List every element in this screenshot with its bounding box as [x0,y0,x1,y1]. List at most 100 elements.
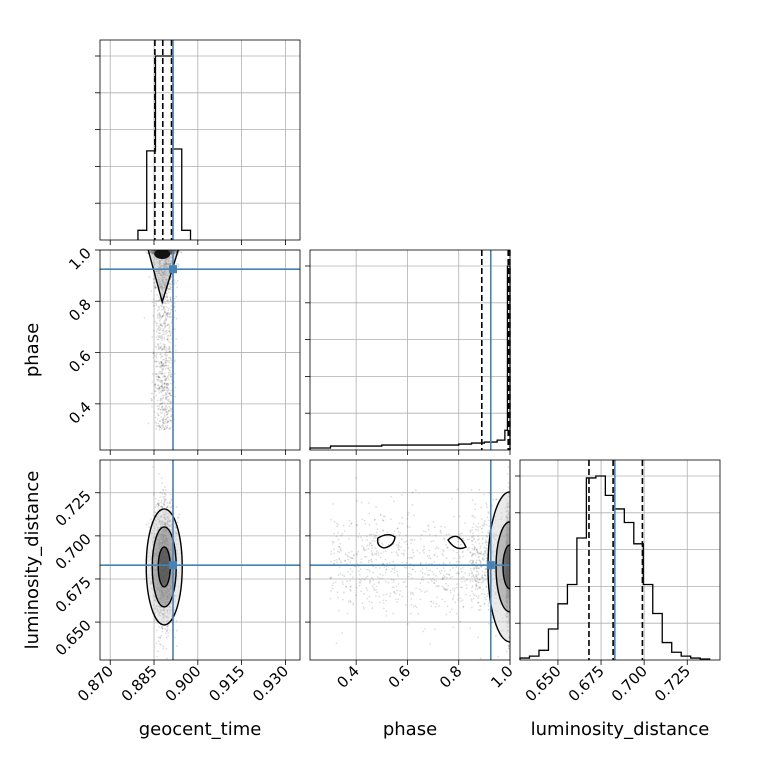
sample-point [158,329,161,332]
sample-point [170,308,172,311]
sample-point [160,505,163,508]
sample-point [159,636,161,639]
sample-point [174,372,176,375]
sample-point [168,346,171,349]
sample-point [162,387,165,390]
sample-point [169,502,172,505]
sample-point [162,343,165,346]
sample-point [160,379,162,382]
sample-point [166,501,169,504]
sample-point [166,420,169,423]
sample-point [166,420,169,423]
sample-point [175,295,178,298]
panel-background [100,40,300,240]
sample-point [162,314,165,317]
sample-point [158,299,161,302]
sample-point [169,382,172,385]
panel-background [100,250,300,450]
sample-point [167,389,170,392]
sample-point [155,324,158,327]
sample-point [175,317,178,320]
sample-point [163,428,165,431]
sample-point [161,506,164,508]
sample-point [162,418,165,421]
sample-point [163,326,166,329]
sample-point [157,305,160,308]
sample-point [161,316,164,318]
sample-point [161,315,164,318]
sample-point [156,315,159,318]
sample-point [157,499,160,502]
sample-point [157,336,160,339]
sample-point [168,392,171,395]
sample-point [164,393,167,396]
sample-point [161,627,164,630]
sample-point [168,351,170,354]
sample-point [164,372,166,375]
sample-point [164,360,167,363]
sample-point [163,338,166,341]
sample-point [165,296,168,298]
sample-point [159,420,161,423]
sample-point [161,630,164,633]
sample-point [159,332,161,335]
sample-point [164,351,167,354]
sample-point [164,295,167,298]
sample-point [156,621,159,624]
sample-point [168,368,170,371]
sample-point [163,389,166,391]
sample-point [175,506,178,508]
sample-point [165,384,168,387]
sample-point [162,308,165,311]
sample-point [160,385,163,387]
sample-point [161,421,164,424]
sample-point [166,630,168,632]
diag-panel-phase [305,249,511,455]
sample-point [164,660,166,662]
sample-point [159,360,162,363]
sample-point [169,296,172,299]
sample-point [157,345,160,347]
sample-point [176,629,178,632]
sample-point [162,421,165,424]
sample-point [163,346,165,349]
sample-point [155,424,158,427]
sample-point [169,493,172,496]
sample-point [159,408,162,411]
sample-point [168,285,171,288]
sample-point [163,413,166,415]
sample-point [175,619,178,622]
sample-point [158,391,161,394]
sample-point [176,279,179,282]
sample-point [177,517,179,519]
sample-point [166,337,169,340]
sample-point [166,395,169,398]
sample-point [165,379,168,382]
sample-point [162,302,165,305]
sample-point [149,518,152,521]
sample-point [163,401,166,404]
sample-point [162,365,165,368]
sample-point [158,425,161,428]
sample-point [163,495,166,498]
sample-point [155,375,158,378]
sample-point [168,361,171,364]
sample-point [167,504,169,507]
sample-point [174,310,177,312]
sample-point [154,421,157,424]
sample-point [166,300,169,303]
sample-point [160,372,163,375]
sample-point [154,390,157,393]
sample-point [164,409,167,412]
sample-point [167,634,170,637]
sample-point [159,353,162,356]
sample-point [168,307,170,310]
sample-point [160,501,162,504]
sample-point [165,648,168,650]
panel-background [100,460,300,660]
sample-point [166,331,169,334]
sample-point [164,349,166,351]
sample-point [156,309,159,312]
sample-point [168,360,170,362]
sample-point [156,387,158,390]
